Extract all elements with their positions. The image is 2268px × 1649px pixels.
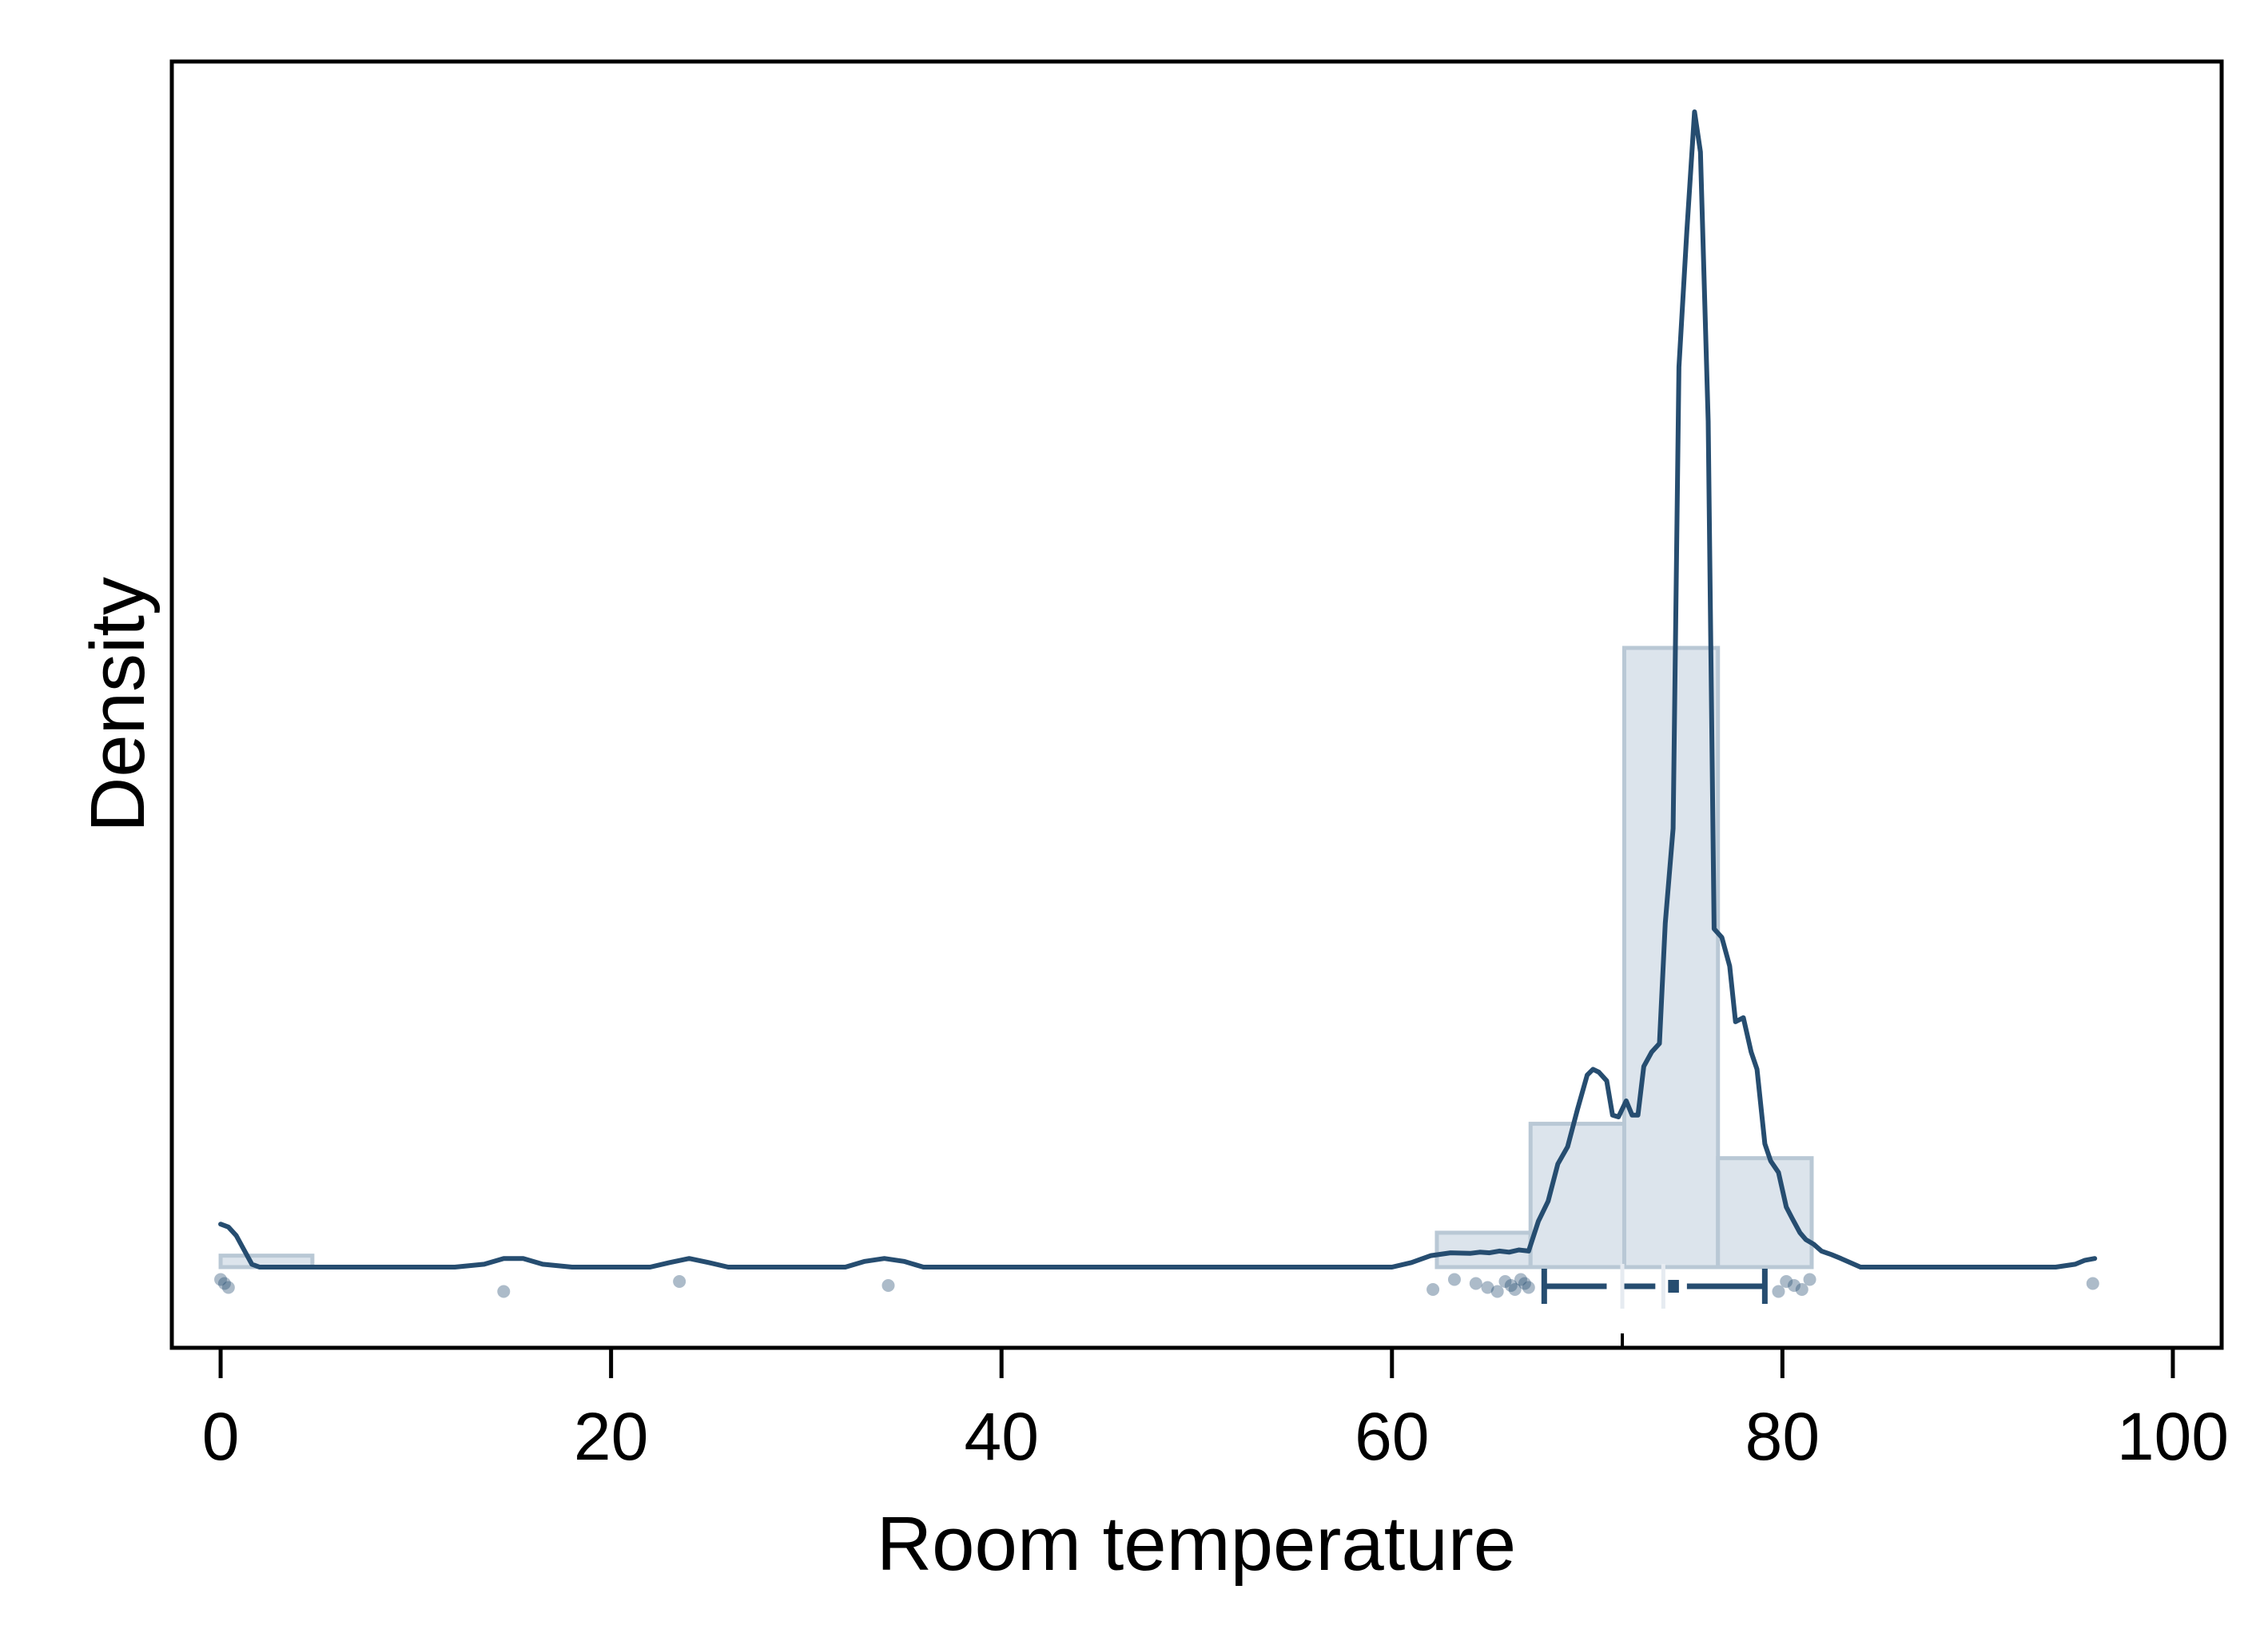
x-axis: 0 20 40 60 80 100 bbox=[202, 1348, 2229, 1474]
rug-point bbox=[2086, 1277, 2099, 1290]
rug-points bbox=[214, 1273, 2099, 1298]
rug-point bbox=[1469, 1277, 1482, 1290]
x-tick-label: 80 bbox=[1745, 1399, 1820, 1474]
x-tick-label: 0 bbox=[202, 1399, 240, 1474]
rug-point bbox=[1772, 1285, 1785, 1298]
rug-point bbox=[1780, 1275, 1793, 1288]
rug-point bbox=[1518, 1277, 1531, 1290]
rug-point bbox=[221, 1281, 235, 1294]
boxplot bbox=[1541, 1264, 1768, 1348]
histogram-bar bbox=[1528, 1122, 1626, 1270]
y-axis-title: Density bbox=[75, 577, 161, 832]
rug-point bbox=[497, 1285, 511, 1298]
plot-frame bbox=[169, 59, 2224, 1350]
rug-point bbox=[1522, 1281, 1535, 1294]
x-tick-label: 60 bbox=[1355, 1399, 1429, 1474]
x-tick-label: 40 bbox=[964, 1399, 1038, 1474]
rug-point bbox=[1426, 1283, 1440, 1296]
rug-point bbox=[1481, 1281, 1494, 1294]
rug-point bbox=[1490, 1285, 1504, 1298]
box-upper-half bbox=[1668, 1280, 1679, 1293]
rug-point bbox=[1788, 1279, 1801, 1292]
rug-point bbox=[1504, 1279, 1518, 1292]
density-line bbox=[218, 109, 2098, 1270]
histogram-bars bbox=[218, 646, 1814, 1270]
density-curve bbox=[218, 109, 2098, 1270]
x-axis-title: Room temperature bbox=[877, 1501, 1516, 1587]
rug-point bbox=[1514, 1273, 1528, 1286]
rug-point bbox=[217, 1277, 231, 1290]
rug-point bbox=[214, 1273, 228, 1286]
rug-point bbox=[881, 1279, 895, 1292]
histogram-bar bbox=[1621, 646, 1721, 1270]
rug-point bbox=[673, 1275, 686, 1288]
x-tick-label: 100 bbox=[2117, 1399, 2229, 1474]
rug-point bbox=[1498, 1275, 1512, 1288]
rug-point bbox=[1795, 1283, 1808, 1296]
rug-point bbox=[1508, 1283, 1522, 1296]
x-tick-label: 20 bbox=[574, 1399, 648, 1474]
rug-point bbox=[1447, 1273, 1461, 1286]
histogram-bar bbox=[1716, 1156, 1814, 1270]
rug-point bbox=[1803, 1273, 1816, 1286]
